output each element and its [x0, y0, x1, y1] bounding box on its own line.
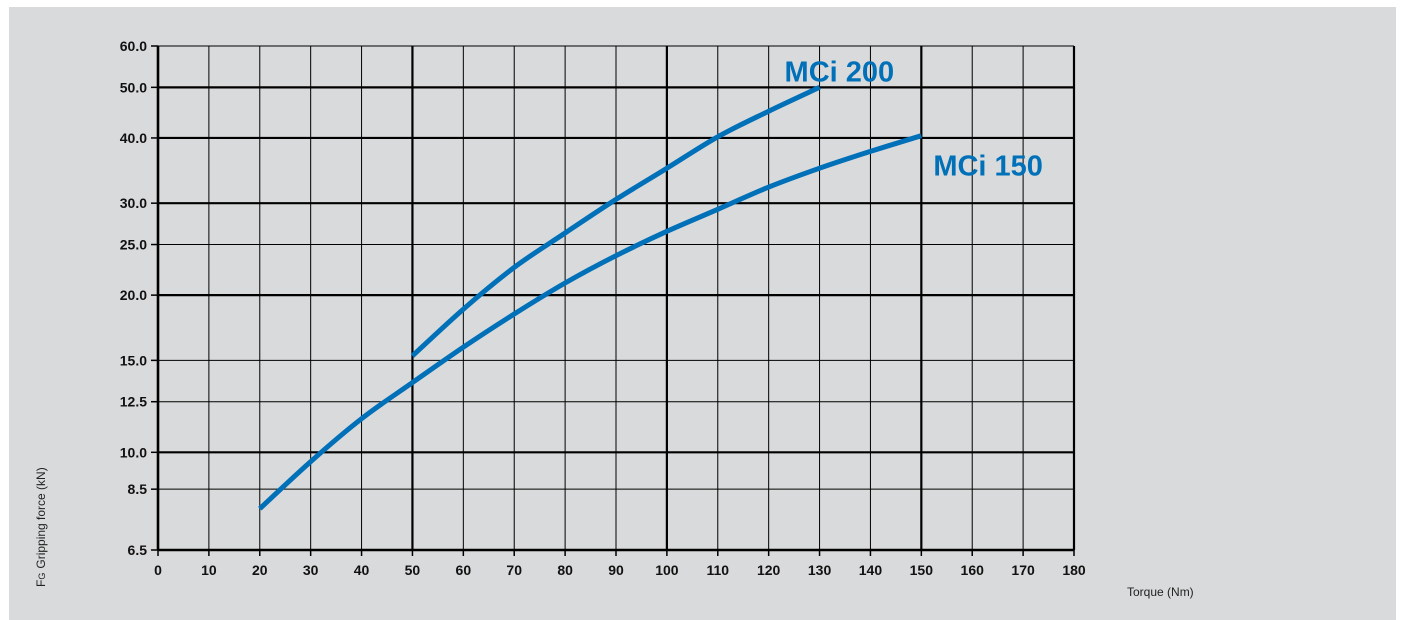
chart-panel — [9, 7, 1396, 620]
x-tick-label: 130 — [808, 562, 832, 578]
grid — [151, 45, 1076, 556]
x-tick-label: 170 — [1011, 562, 1035, 578]
x-tick-label: 90 — [608, 562, 624, 578]
x-tick-label: 50 — [405, 562, 421, 578]
x-tick-label: 40 — [354, 562, 370, 578]
y-tick-label: 50.0 — [120, 79, 147, 95]
y-tick-label: 6.5 — [128, 542, 148, 558]
marks — [258, 85, 923, 511]
x-tick-label: 110 — [706, 562, 729, 578]
x-tick-label: 80 — [557, 562, 573, 578]
y-tick-label: 40.0 — [120, 130, 147, 146]
series-line-mci-150 — [258, 133, 923, 511]
x-tick-label: 60 — [456, 562, 472, 578]
y-tick-label: 8.5 — [128, 481, 148, 497]
y-tick-label: 12.5 — [120, 394, 147, 410]
y-tick-label: 15.0 — [120, 352, 147, 368]
x-axis-title: Torque (Nm) — [1127, 585, 1194, 599]
labels: 0 10 20 30 40 50 60 70 80 90 100 110 120 130 140 150 160… — [120, 38, 1086, 578]
series-label-mci-150: MCi 150 — [933, 151, 1043, 183]
y-axis-title-subscript: G — [37, 573, 47, 580]
y-tick-label: 20.0 — [120, 287, 147, 303]
x-tick-label: 160 — [961, 562, 985, 578]
x-tick-label: 10 — [201, 562, 217, 578]
y-tick-label: 25.0 — [120, 237, 147, 253]
y-axis-title-text: Gripping force (kN) — [34, 467, 48, 568]
x-tick-label: 150 — [910, 562, 934, 578]
y-tick-label: 10.0 — [120, 444, 147, 460]
x-tick-label: 120 — [757, 562, 781, 578]
series-label-mci-200: MCi 200 — [785, 56, 895, 88]
series-line-mci-200 — [410, 85, 821, 358]
x-tick-label: 100 — [655, 562, 679, 578]
x-tick-label: 70 — [506, 562, 522, 578]
x-tick-label: 180 — [1062, 562, 1086, 578]
x-tick-label: 0 — [154, 562, 162, 578]
x-tick-label: 30 — [303, 562, 319, 578]
y-axis-title-prefix: F — [34, 580, 48, 587]
x-tick-label: 140 — [859, 562, 883, 578]
y-tick-label: 60.0 — [120, 38, 147, 54]
y-axis-title: FG Gripping force (kN) — [34, 467, 48, 587]
y-tick-label: 30.0 — [120, 195, 147, 211]
x-tick-label: 20 — [252, 562, 268, 578]
